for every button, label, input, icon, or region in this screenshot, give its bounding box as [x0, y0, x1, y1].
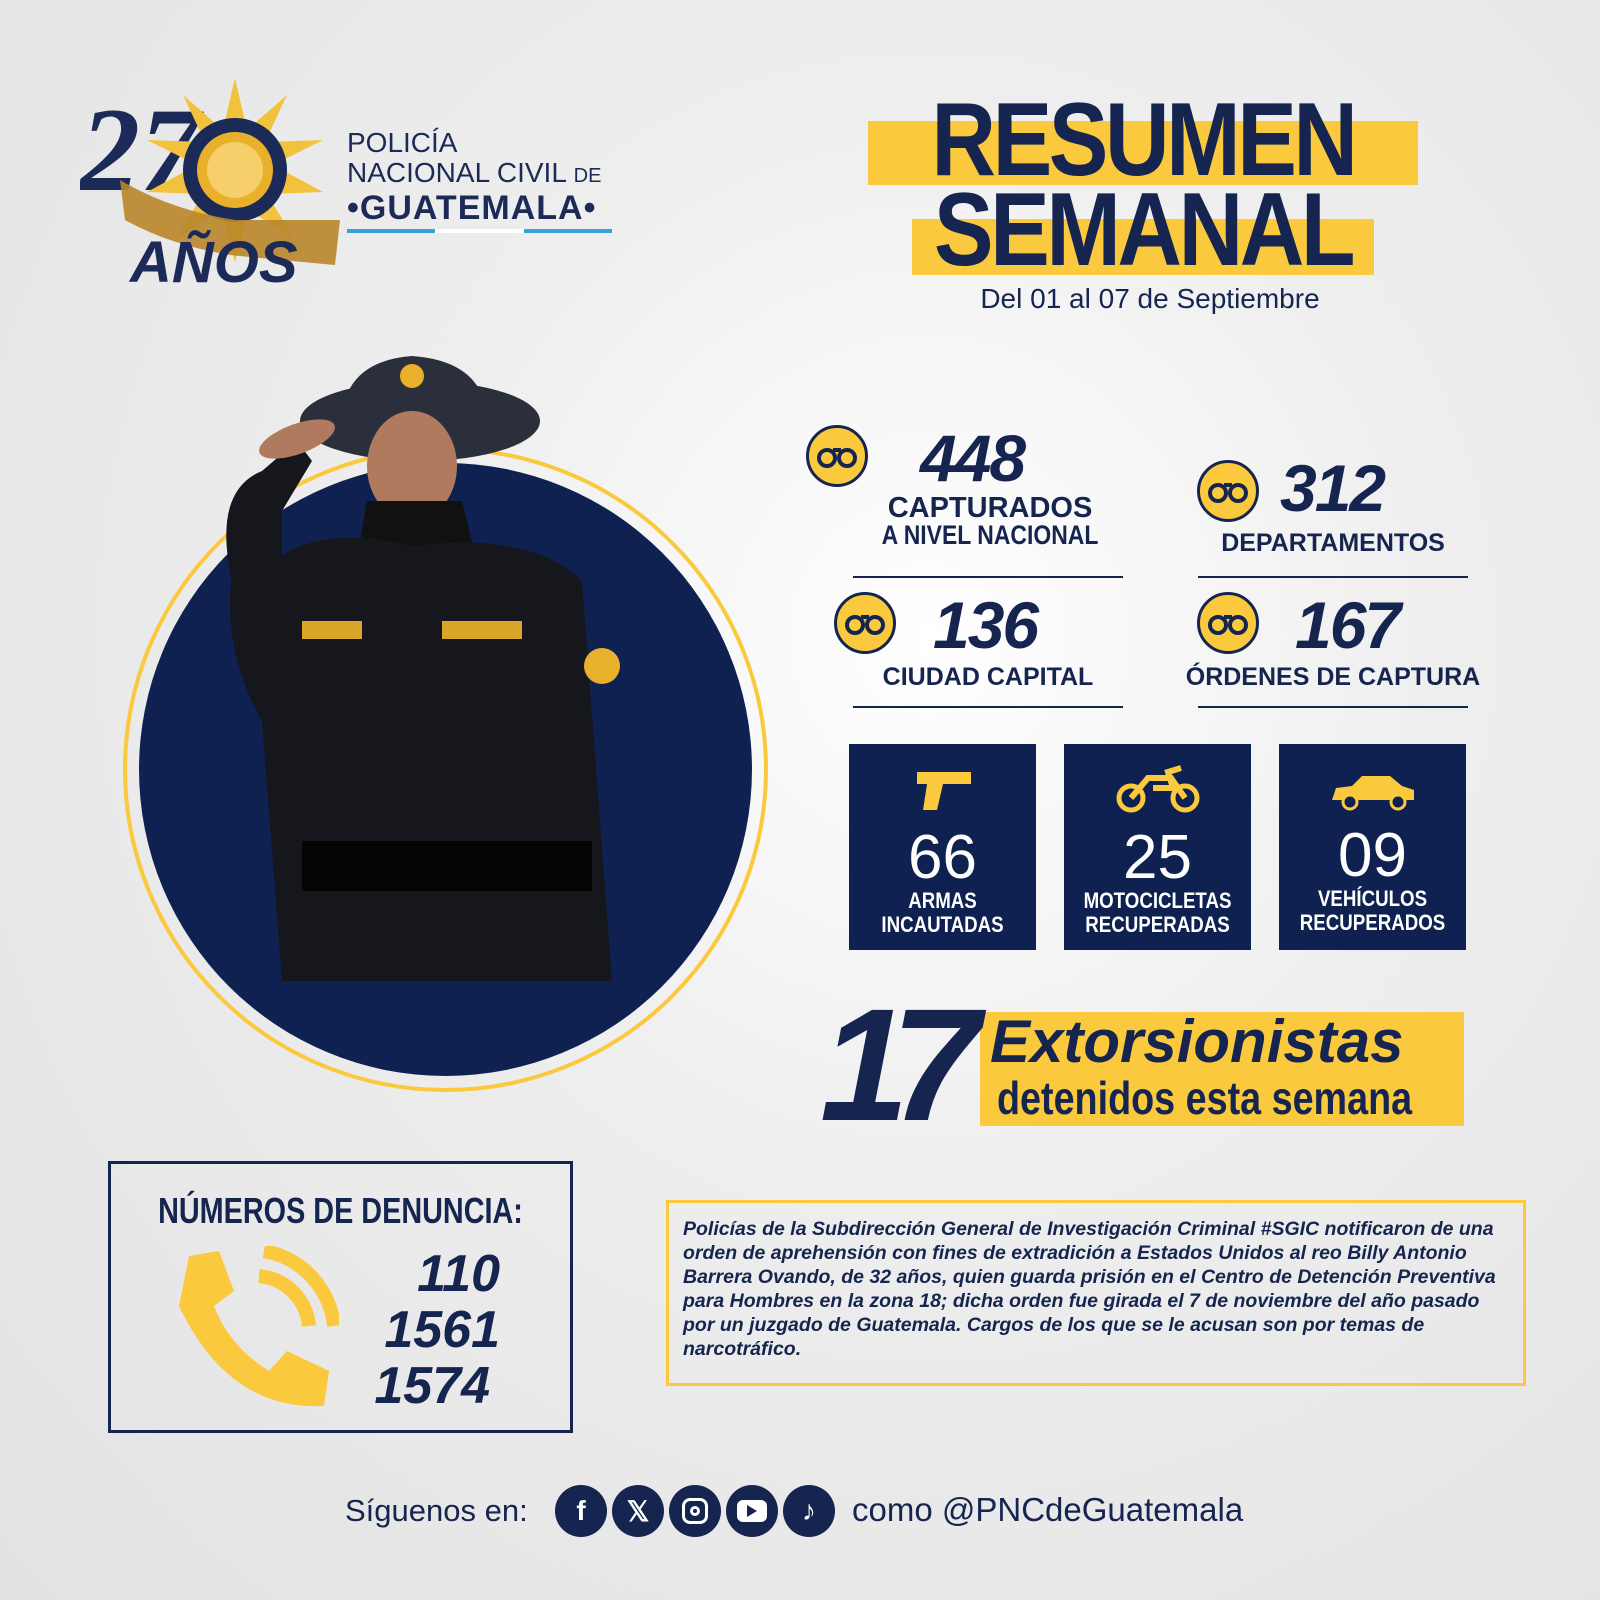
- stat-capital-value: 136: [933, 588, 1039, 662]
- stat-captured-label: CAPTURADOS: [887, 492, 1093, 524]
- handcuffs-icon: [1197, 460, 1259, 522]
- instagram-icon[interactable]: [669, 1485, 721, 1537]
- title-resumen: RESUMEN: [931, 82, 1358, 198]
- handcuffs-icon: [834, 592, 896, 654]
- complaint-title: NÚMEROS DE DENUNCIA:: [158, 1190, 523, 1231]
- motorcycle-icon: [1116, 765, 1199, 813]
- handcuffs-icon: [806, 425, 868, 487]
- title-semanal: SEMANAL: [933, 172, 1356, 288]
- extortion-subtitle: detenidos esta semana: [997, 1072, 1413, 1124]
- car-icon: [1331, 776, 1414, 811]
- logo-line1: POLICÍA: [347, 127, 458, 158]
- social-handle: como @PNCdeGuatemala: [852, 1491, 1244, 1528]
- news-text: Policías de la Subdirección General de I…: [666, 1200, 1526, 1386]
- stat-capital-label: CIUDAD CAPITAL: [882, 663, 1094, 691]
- stat-departments-label: DEPARTAMENTOS: [1221, 529, 1445, 557]
- seizure-weapons: 66 ARMAS INCAUTADAS: [849, 744, 1036, 950]
- seizure-motorcycles: 25 MOTOCICLETAS RECUPERADAS: [1064, 744, 1251, 950]
- extortion-value: 17: [820, 975, 980, 1154]
- stat-warrants-label: ÓRDENES DE CAPTURA: [1185, 663, 1481, 691]
- youtube-icon[interactable]: [726, 1485, 778, 1537]
- date-range: Del 01 al 07 de Septiembre: [980, 283, 1320, 314]
- officer-photo: [123, 356, 768, 1092]
- flag-underline: [347, 229, 612, 233]
- complaint-numbers-box: NÚMEROS DE DENUNCIA: 110 1561 1574: [108, 1161, 573, 1433]
- stat-warrants-value: 167: [1295, 588, 1401, 662]
- logo-line2: NACIONAL CIVIL: [347, 157, 566, 188]
- title-bar-1: [868, 121, 1418, 185]
- anniversary-logo: 27 AÑOS: [78, 70, 350, 295]
- follow-label: Síguenos en:: [345, 1493, 528, 1528]
- phone-icon: [179, 1246, 339, 1407]
- stat-captured-sublabel: A NIVEL NACIONAL: [881, 520, 1099, 550]
- logo-guatemala: •GUATEMALA•: [347, 189, 597, 227]
- extortion-title: Extorsionistas: [990, 1008, 1404, 1075]
- tiktok-icon[interactable]: ♪: [783, 1485, 835, 1537]
- stat-departments-value: 312: [1280, 451, 1386, 525]
- complaint-number[interactable]: 1574: [374, 1357, 490, 1415]
- title-bar-2: [912, 219, 1374, 275]
- x-icon[interactable]: 𝕏: [612, 1485, 664, 1537]
- complaint-number[interactable]: 1561: [384, 1301, 500, 1359]
- seizure-vehicles: 09 VEHÍCULOS RECUPERADOS: [1279, 744, 1466, 950]
- handcuffs-icon: [1197, 592, 1259, 654]
- pistol-icon: [916, 772, 971, 810]
- svg-text:AÑOS: AÑOS: [128, 230, 298, 295]
- facebook-icon[interactable]: f: [555, 1485, 607, 1537]
- extortion-bar: [980, 1012, 1464, 1126]
- complaint-number[interactable]: 110: [417, 1245, 500, 1303]
- stat-captured-value: 448: [920, 421, 1026, 495]
